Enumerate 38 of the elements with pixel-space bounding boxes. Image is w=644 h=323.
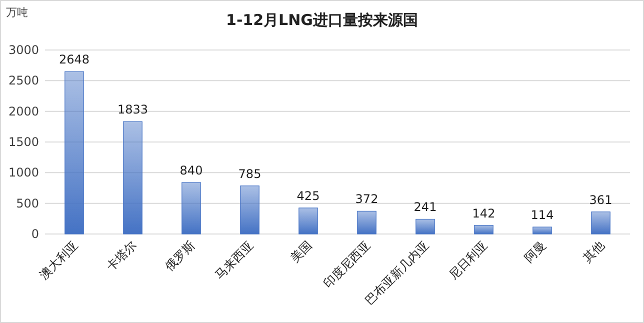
bar — [474, 224, 494, 234]
data-label: 114 — [530, 208, 554, 222]
data-label: 361 — [589, 192, 612, 207]
x-tick-label: 印度尼西亚 — [320, 238, 373, 291]
x-tick-label: 卡塔尔 — [104, 238, 139, 274]
y-tick-label: 2000 — [8, 104, 39, 118]
bar — [532, 226, 552, 234]
bar — [591, 212, 610, 234]
data-label: 840 — [180, 163, 203, 178]
y-axis-title: 万吨 — [6, 6, 28, 19]
x-tick-label: 尼日利亚 — [446, 238, 490, 282]
x-tick-label: 阿曼 — [522, 238, 548, 266]
data-label: 372 — [355, 192, 378, 206]
data-label: 785 — [238, 166, 262, 181]
bar — [357, 210, 376, 234]
data-label: 2648 — [58, 52, 90, 67]
bar — [182, 182, 201, 234]
bar — [416, 218, 435, 234]
x-tick-label: 俄罗斯 — [162, 238, 198, 274]
x-tick-label: 马来西亚 — [212, 238, 256, 282]
bar — [298, 208, 318, 234]
x-tick-label: 澳大利亚 — [36, 238, 80, 282]
chart-title: 1-12月LNG进口量按来源国 — [226, 11, 418, 29]
bar — [64, 71, 84, 234]
data-label: 1833 — [117, 102, 148, 117]
x-tick-label: 美国 — [288, 238, 314, 266]
data-label: 142 — [472, 206, 496, 220]
y-tick-label: 1500 — [8, 135, 39, 149]
x-tick-label: 其他 — [580, 238, 607, 266]
y-tick-label: 1000 — [8, 166, 39, 180]
data-label: 241 — [414, 200, 437, 214]
y-tick-label: 500 — [16, 196, 39, 210]
y-tick-label: 2500 — [8, 74, 39, 88]
data-label: 425 — [296, 188, 320, 203]
y-tick-label: 0 — [31, 227, 39, 241]
bar — [240, 186, 260, 234]
bar — [123, 121, 142, 234]
y-tick-label: 3000 — [8, 43, 39, 57]
